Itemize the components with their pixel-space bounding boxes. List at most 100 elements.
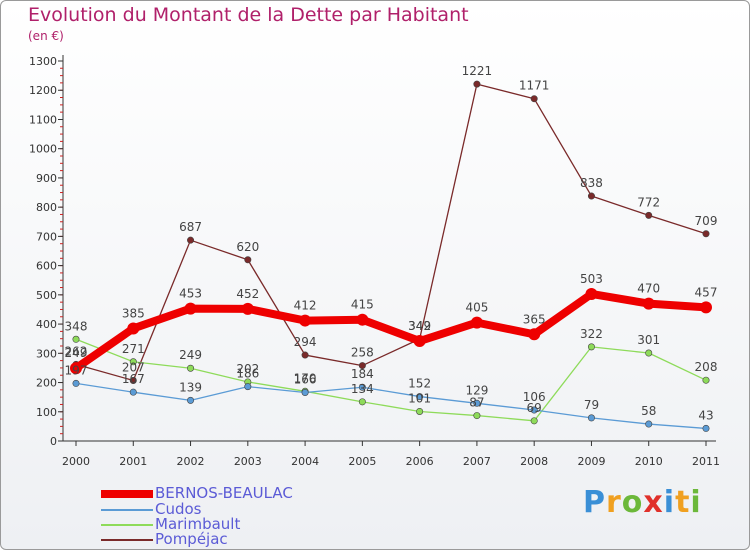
y-tick-label: 1300 (29, 55, 57, 68)
y-tick-label: 900 (36, 172, 57, 185)
x-tick-label: 2004 (291, 455, 319, 468)
data-label: 262 (65, 344, 88, 358)
data-label: 772 (637, 195, 660, 209)
data-label: 186 (236, 367, 259, 381)
y-tick-label: 200 (36, 377, 57, 390)
data-point (129, 388, 137, 396)
x-tick-label: 2008 (520, 455, 548, 468)
data-label: 184 (351, 367, 374, 381)
data-point (187, 396, 195, 404)
data-point (413, 335, 426, 348)
data-point (241, 302, 254, 315)
data-point (530, 417, 538, 425)
data-point (473, 80, 481, 88)
data-point (127, 322, 140, 335)
data-point (299, 314, 312, 327)
series-lines (70, 80, 712, 432)
x-tick-label: 2005 (348, 455, 376, 468)
series-line (75, 338, 707, 422)
chart-title: Evolution du Montant de la Dette par Hab… (28, 4, 469, 26)
logo-letter: r (606, 485, 622, 520)
data-point (70, 362, 82, 375)
data-point (187, 364, 195, 372)
data-label: 197 (65, 363, 88, 377)
data-point (530, 406, 538, 414)
data-point (244, 256, 252, 264)
data-label: 258 (351, 346, 374, 360)
data-point (416, 407, 424, 415)
data-point (184, 302, 197, 315)
axes: 0 100 200 300 400 500 600 700 800 900 1000 1100 1200… (29, 55, 720, 468)
data-point (702, 376, 710, 384)
data-label: 101 (408, 391, 431, 405)
data-label: 415 (351, 298, 374, 312)
data-label: 348 (65, 319, 88, 333)
data-point (129, 358, 137, 366)
proxiti-logo: Proxiti (583, 485, 702, 520)
series-line (75, 382, 707, 430)
data-point (301, 388, 309, 396)
legend-label: Pompéjac (155, 530, 228, 548)
y-tick-label: 800 (36, 201, 57, 214)
data-point (642, 297, 655, 310)
x-tick-label: 2009 (577, 455, 605, 468)
data-point (645, 420, 653, 428)
data-point (473, 399, 481, 407)
data-labels: 262 207 687 620 294 258 349 1221 1171 838 772 709 34… (65, 64, 718, 422)
series-line (75, 83, 707, 382)
data-point (416, 393, 424, 401)
logo-letter: P (583, 485, 606, 520)
legend-swatch (101, 539, 153, 541)
x-tick-label: 2006 (406, 455, 434, 468)
data-point (702, 424, 710, 432)
data-point (301, 351, 309, 359)
data-label: 457 (695, 285, 718, 299)
y-tick-label: 1200 (29, 84, 57, 97)
data-label: 620 (236, 240, 259, 254)
data-label: 170 (294, 371, 317, 385)
data-label: 202 (236, 362, 259, 376)
data-point (356, 313, 369, 326)
data-label: 167 (122, 372, 145, 386)
data-point (358, 383, 366, 391)
data-point (358, 362, 366, 370)
data-point (187, 236, 195, 244)
data-label: 453 (179, 287, 202, 301)
y-tick-label: 100 (36, 406, 57, 419)
y-tick-label: 400 (36, 318, 57, 331)
data-point (129, 376, 137, 384)
data-point (587, 192, 595, 200)
x-tick-label: 2003 (234, 455, 262, 468)
legend-swatch (101, 524, 153, 526)
data-label: 87 (469, 396, 484, 410)
data-label: 43 (698, 408, 713, 422)
y-tick-label: 1100 (29, 113, 57, 126)
data-point (700, 301, 712, 314)
y-tick-label: 0 (50, 435, 57, 448)
logo-letter: i (663, 485, 676, 520)
data-point (358, 398, 366, 406)
data-label: 838 (580, 176, 603, 190)
data-point (702, 230, 710, 238)
data-point (72, 335, 80, 343)
y-tick-label: 700 (36, 230, 57, 243)
x-tick-label: 2011 (692, 455, 720, 468)
data-label: 134 (351, 382, 374, 396)
data-label: 365 (523, 312, 546, 326)
y-tick-label: 300 (36, 347, 57, 360)
data-label: 452 (236, 287, 259, 301)
data-label: 301 (637, 333, 660, 347)
data-label: 470 (637, 282, 660, 296)
data-point (470, 316, 483, 329)
data-label: 294 (294, 335, 317, 349)
data-label: 69 (527, 401, 542, 415)
data-point (530, 95, 538, 103)
data-label: 349 (408, 319, 431, 333)
data-label: 271 (122, 342, 145, 356)
data-point (587, 414, 595, 422)
data-label: 709 (695, 214, 718, 228)
data-label: 129 (465, 383, 488, 397)
legend-label: Marimbault (155, 515, 241, 533)
